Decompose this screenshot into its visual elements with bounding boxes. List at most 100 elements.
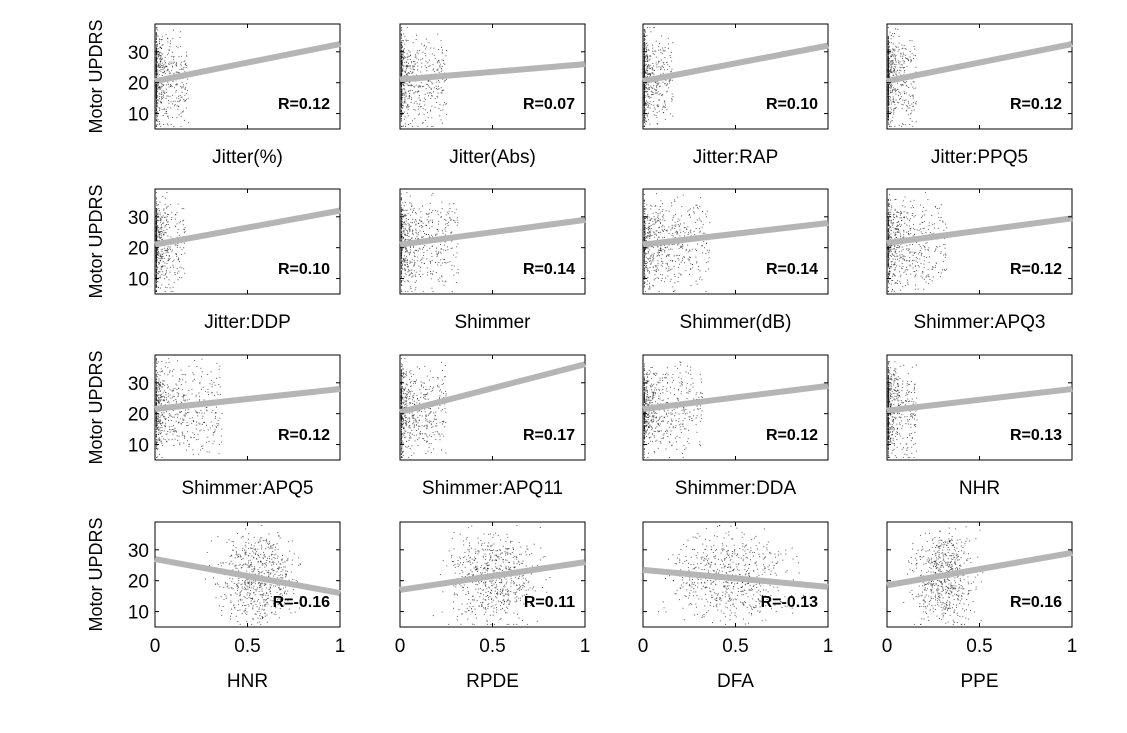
scatter-point	[166, 91, 167, 93]
scatter-point	[400, 289, 402, 291]
scatter-point	[645, 31, 646, 33]
scatter-point	[889, 31, 891, 33]
scatter-point	[407, 265, 409, 267]
scatter-point	[648, 59, 650, 61]
scatter-point	[645, 223, 647, 225]
scatter-point	[167, 117, 169, 119]
scatter-point	[646, 262, 648, 264]
scatter-point	[900, 96, 902, 98]
scatter-point	[401, 112, 403, 114]
scatter-point	[166, 207, 168, 209]
scatter-point	[173, 259, 175, 261]
scatter-point	[704, 247, 706, 249]
scatter-point	[705, 213, 707, 215]
scatter-point	[400, 284, 402, 285]
scatter-point	[161, 216, 163, 218]
scatter-point	[892, 49, 894, 50]
x-axis-label: Jitter(%)	[212, 147, 283, 168]
scatter-point	[422, 255, 424, 256]
scatter-point	[417, 53, 419, 55]
scatter-point	[166, 262, 168, 264]
scatter-point	[180, 61, 182, 63]
scatter-point	[164, 290, 166, 292]
scatter-point	[428, 234, 429, 235]
scatter-point	[643, 58, 645, 60]
scatter-point	[891, 54, 893, 56]
scatter-point	[155, 230, 157, 231]
scatter-point	[439, 66, 441, 68]
scatter-point	[429, 109, 431, 111]
scatter-point	[402, 263, 404, 265]
scatter-point	[690, 263, 692, 265]
scatter-point	[899, 236, 901, 238]
scatter-point	[437, 60, 439, 62]
scatter-point	[908, 94, 910, 96]
scatter-point	[667, 47, 669, 49]
scatter-point	[432, 69, 434, 71]
scatter-point	[922, 207, 924, 208]
scatter-point	[169, 271, 171, 273]
scatter-point	[157, 272, 159, 274]
scatter-point	[428, 42, 430, 44]
scatter-point	[648, 66, 650, 68]
scatter-point	[428, 66, 430, 68]
scatter-point	[909, 40, 911, 42]
scatter-point	[903, 71, 905, 73]
scatter-point	[891, 207, 893, 209]
scatter-point	[155, 248, 157, 250]
scatter-point	[928, 222, 930, 224]
scatter-point	[403, 75, 405, 77]
scatter-point	[409, 246, 411, 247]
scatter-point	[403, 276, 405, 278]
scatter-point	[897, 221, 899, 223]
scatter-point	[894, 56, 896, 58]
scatter-point	[653, 85, 655, 87]
scatter-point	[659, 85, 661, 87]
scatter-point	[651, 246, 653, 248]
scatter-point	[887, 123, 889, 125]
scatter-point	[155, 93, 157, 95]
scatter-point	[897, 50, 899, 52]
r-value-label: R=0.14	[766, 261, 818, 278]
scatter-point	[887, 57, 889, 59]
scatter-point	[903, 234, 905, 236]
scatter-point	[647, 60, 649, 62]
scatter-point	[893, 70, 895, 72]
scatter-point	[901, 84, 903, 85]
scatter-point	[653, 279, 655, 281]
scatter-point	[400, 118, 402, 120]
scatter-point	[887, 43, 889, 45]
scatter-point	[890, 103, 892, 105]
scatter-point	[183, 66, 185, 68]
scatter-point	[922, 228, 924, 230]
scatter-point	[694, 234, 696, 236]
scatter-point	[157, 257, 159, 258]
scatter-point	[167, 251, 168, 253]
scatter-point	[646, 66, 648, 68]
scatter-point	[157, 231, 159, 233]
scatter-point	[644, 290, 646, 292]
scatter-point	[167, 81, 169, 83]
scatter-point	[158, 233, 160, 235]
scatter-point	[176, 97, 178, 99]
scatter-point	[163, 124, 165, 125]
scatter-point	[647, 67, 649, 69]
scatter-point	[646, 27, 648, 29]
scatter-point	[652, 255, 654, 257]
scatter-point	[177, 47, 179, 49]
scatter-point	[439, 251, 441, 253]
scatter-point	[410, 54, 411, 56]
scatter-point	[900, 213, 902, 215]
scatter-point	[932, 268, 934, 270]
scatter-point	[656, 112, 658, 114]
scatter-point	[441, 275, 442, 277]
scatter-point	[401, 72, 403, 74]
scatter-point	[414, 252, 415, 254]
scatter-point	[174, 105, 176, 107]
scatter-point	[176, 71, 178, 73]
scatter-point	[662, 66, 664, 68]
scatter-point	[183, 268, 185, 270]
scatter-point	[400, 234, 402, 236]
scatter-point	[893, 216, 895, 218]
scatter-point	[158, 240, 160, 242]
